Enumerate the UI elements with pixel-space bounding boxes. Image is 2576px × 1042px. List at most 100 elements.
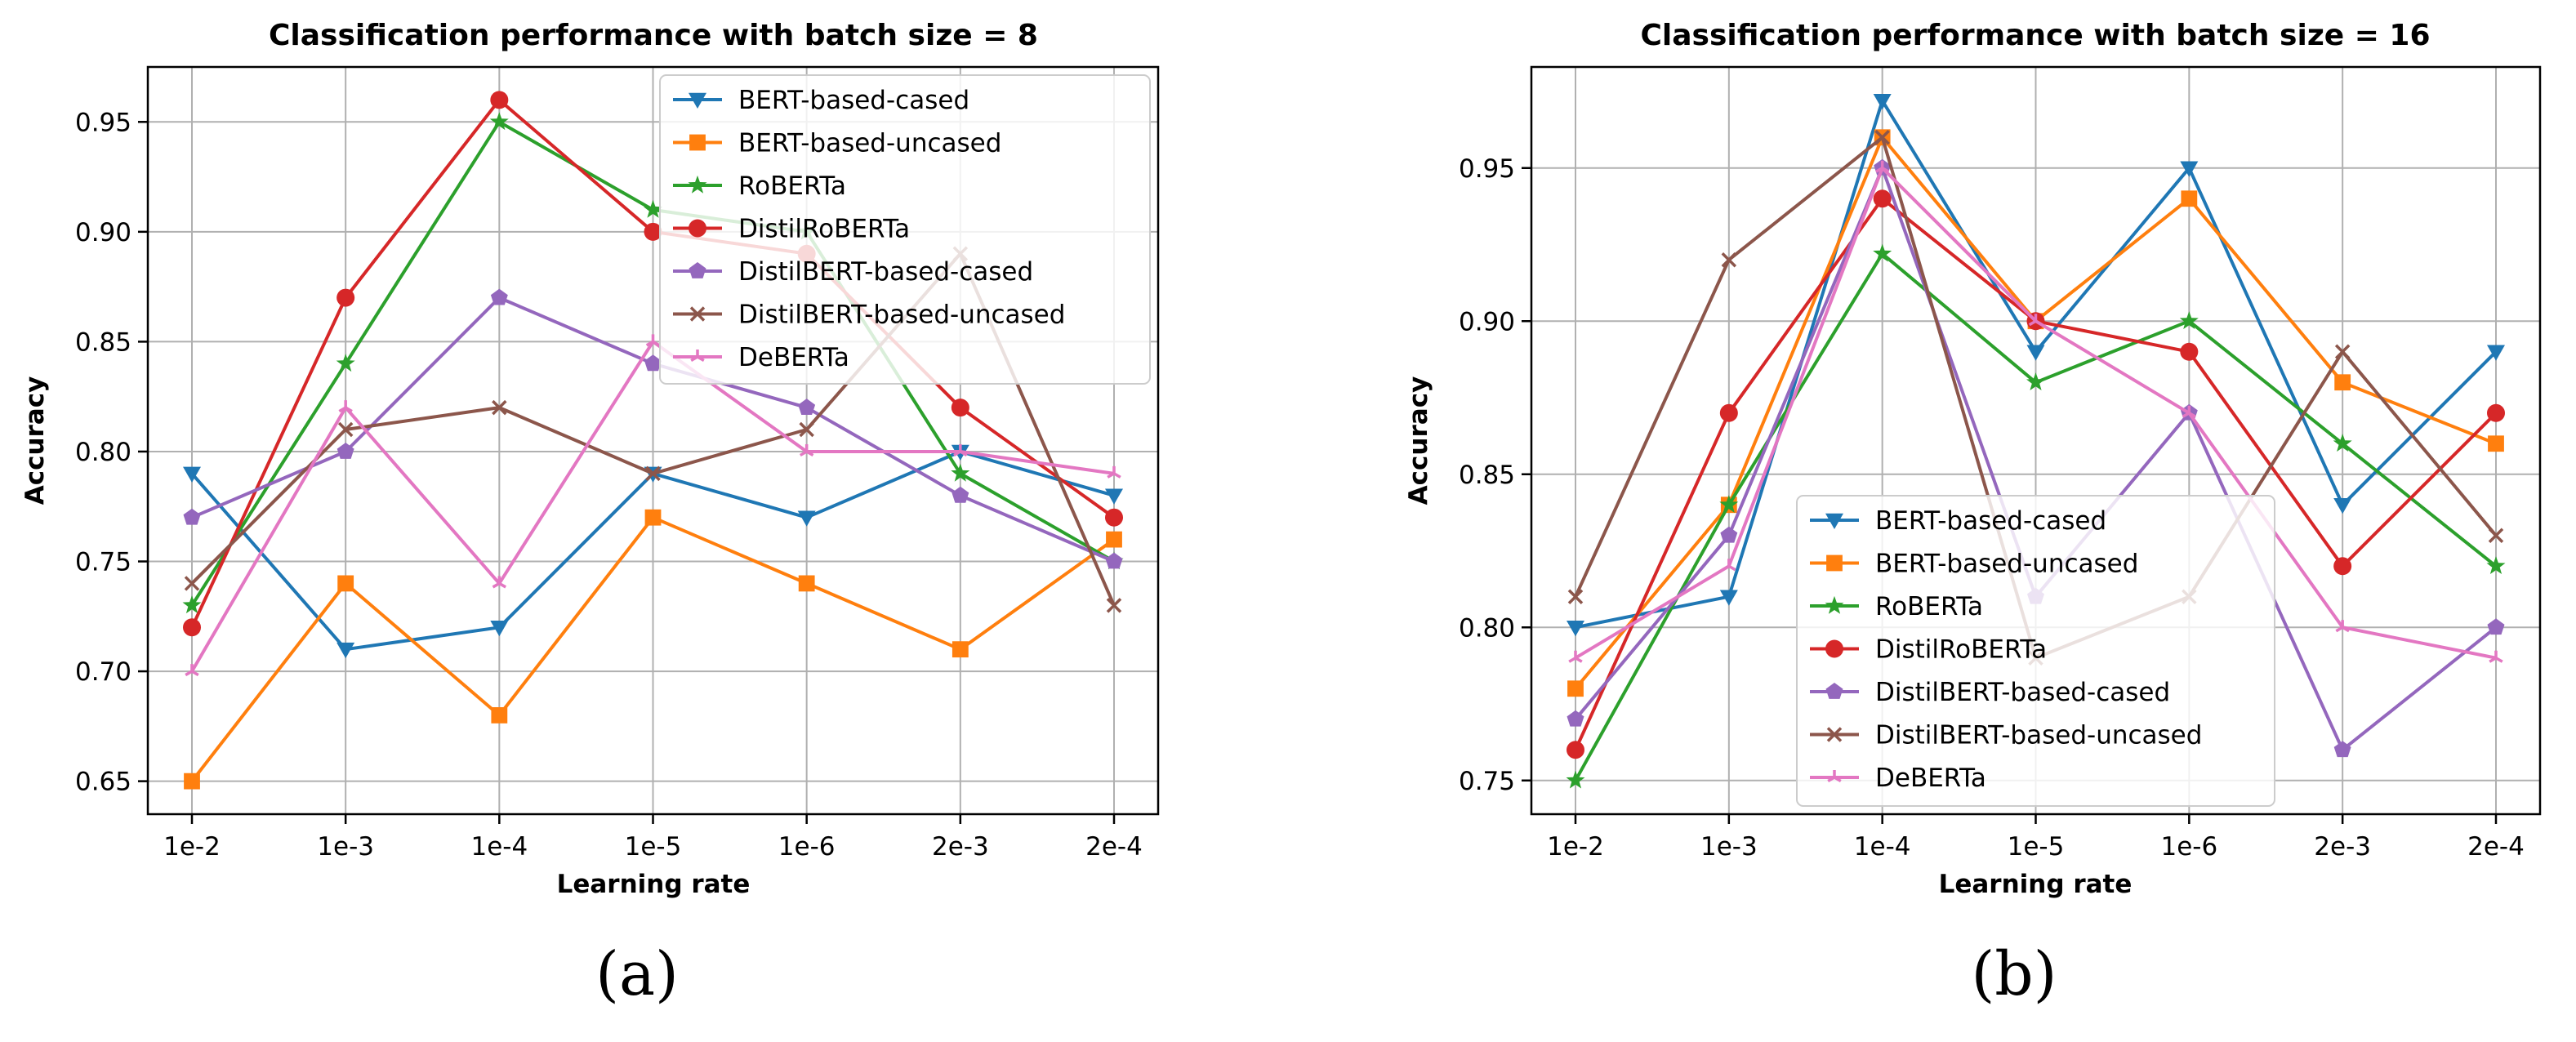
data-point [951, 399, 969, 417]
data-point [2182, 405, 2197, 418]
data-point [644, 509, 662, 526]
data-point [1719, 495, 1739, 513]
legend-marker [689, 262, 706, 278]
series-deberta [185, 334, 1121, 677]
data-point [2179, 311, 2199, 329]
data-point [2333, 434, 2352, 452]
data-point [2333, 557, 2352, 576]
data-point [799, 421, 814, 438]
data-point [2026, 345, 2045, 361]
data-point [184, 773, 200, 790]
data-point [185, 664, 199, 677]
legend-label: DistilRoBERTa [738, 215, 910, 244]
legend-label: BERT-based-cased [738, 86, 969, 115]
data-point [1567, 621, 1584, 637]
y-tick-label: 0.80 [75, 438, 131, 467]
data-point [337, 575, 354, 592]
y-tick-label: 0.65 [75, 768, 131, 797]
data-point [1567, 741, 1584, 759]
data-point [183, 618, 201, 637]
data-point [490, 621, 509, 637]
data-point [644, 222, 662, 241]
data-point [1873, 189, 1892, 208]
data-point [952, 486, 969, 503]
subcaption-b: (b) [1971, 939, 2057, 1009]
data-point [2488, 435, 2504, 452]
legend-marker [1826, 554, 1843, 572]
data-point [2333, 498, 2352, 514]
data-point [1721, 252, 1737, 268]
series-distilbert-based-cased [183, 288, 1123, 569]
data-point [2180, 342, 2199, 361]
data-point [183, 508, 201, 525]
data-point [2486, 556, 2506, 574]
data-point [2487, 345, 2505, 361]
data-point [951, 463, 970, 482]
data-point [799, 443, 814, 456]
series-bert-based-cased [1567, 94, 2505, 637]
y-axis-label: Accuracy [1404, 376, 1433, 505]
y-tick-label: 0.85 [75, 327, 131, 357]
data-point [1105, 508, 1123, 527]
data-point [1568, 650, 1583, 663]
x-tick-label: 1e-3 [1700, 832, 1758, 862]
data-point [1106, 598, 1122, 613]
subcaption-a: (a) [595, 939, 679, 1009]
data-point [338, 400, 353, 413]
chart-batch-size-8: 1e-2 1e-3 1e-4 1e-5 1e-6 2e-3 2e-4 0.65 0.70 0.75… [20, 19, 1160, 899]
x-tick-label: 1e-3 [317, 832, 374, 862]
data-point [1567, 589, 1584, 604]
data-point [1873, 94, 1892, 110]
data-point [2488, 528, 2504, 543]
data-point [489, 112, 509, 131]
legend-marker [689, 92, 706, 109]
data-point [2334, 374, 2351, 391]
legend-marker [690, 350, 705, 363]
data-point [184, 576, 200, 591]
legend-marker [1825, 639, 1843, 658]
legend-label: DistilBERT-based-uncased [738, 301, 1065, 330]
x-tick-label: 1e-5 [2008, 832, 2065, 862]
legend: BERT-based-cased BERT-based-uncased RoBERT… [659, 74, 1151, 385]
series-bert-based-uncased [184, 509, 1122, 790]
data-point [490, 288, 508, 305]
y-tick-label: 0.90 [75, 218, 131, 247]
chart-title: Classification performance with batch si… [269, 19, 1038, 52]
y-axis-label: Accuracy [20, 376, 50, 505]
x-tick-label: 2e-4 [2467, 832, 2525, 862]
y-tick-label: 0.75 [75, 548, 131, 577]
data-point [336, 443, 354, 459]
x-tick-label: 1e-2 [1547, 832, 1604, 862]
y-tick-label: 0.95 [1459, 154, 1515, 184]
data-point [2180, 161, 2199, 177]
x-tick-label: 1e-5 [625, 832, 682, 862]
data-point [2487, 403, 2505, 422]
x-tick-label: 1e-4 [1854, 832, 1911, 862]
legend-label: RoBERTa [1875, 592, 1983, 621]
legend-label: BERT-based-uncased [1875, 550, 2138, 579]
data-point [644, 354, 662, 372]
data-point [2489, 650, 2503, 663]
legend-marker [1825, 683, 1843, 699]
y-tick-label: 0.90 [1459, 307, 1515, 336]
x-tick-label: 1e-2 [163, 832, 221, 862]
legend-marker [689, 134, 706, 151]
data-point [1106, 531, 1122, 548]
x-tick-label: 2e-3 [932, 832, 989, 862]
legend-marker [689, 219, 706, 238]
legend-label: RoBERTa [738, 171, 846, 201]
legend-box [659, 74, 1151, 385]
data-point [2334, 344, 2351, 359]
legend-box [1796, 495, 2275, 807]
x-tick-label: 2e-3 [2314, 832, 2371, 862]
data-point [1105, 552, 1123, 569]
data-point [645, 334, 661, 347]
y-tick-label: 0.85 [1459, 461, 1515, 490]
data-point [1719, 590, 1738, 606]
legend-label: DistilBERT-based-uncased [1875, 721, 2202, 750]
data-point [952, 641, 969, 658]
data-point [2487, 618, 2505, 635]
y-tick-label: 0.95 [75, 108, 131, 137]
data-point [336, 354, 355, 372]
